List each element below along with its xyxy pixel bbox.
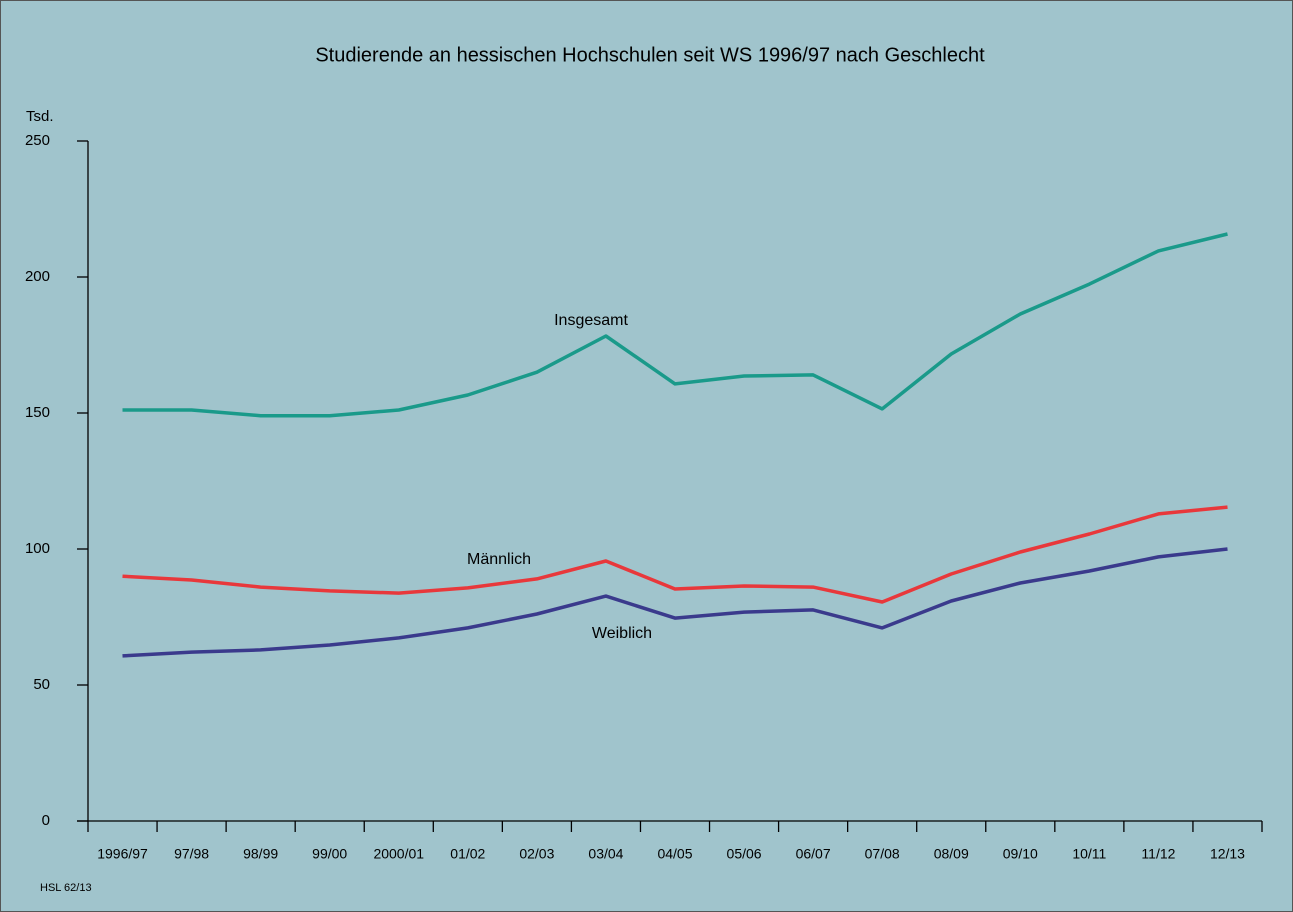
- x-tick-label: 98/99: [243, 846, 278, 862]
- y-tick-label: 0: [42, 812, 50, 829]
- x-tick-label: 10/11: [1072, 846, 1106, 862]
- y-tick-label: 250: [25, 132, 50, 149]
- y-tick-label: 200: [25, 268, 50, 285]
- x-tick-label: 01/02: [450, 846, 485, 862]
- series-line: [122, 232, 1228, 418]
- y-tick-label: 100: [25, 540, 50, 557]
- x-tick-label: 1996/97: [97, 846, 148, 862]
- series-label: Weiblich: [592, 625, 652, 642]
- x-tick-label: 05/06: [727, 846, 762, 862]
- chart-title: Studierende an hessischen Hochschulen se…: [315, 44, 985, 66]
- x-tick-label: 04/05: [657, 846, 692, 862]
- x-tick-label: 02/03: [519, 846, 554, 862]
- y-tick-label: 150: [25, 404, 50, 421]
- x-tick-label: 2000/01: [373, 846, 424, 862]
- series-line: [122, 547, 1228, 658]
- x-tick-label: 08/09: [934, 846, 969, 862]
- x-tick-label: 03/04: [588, 846, 623, 862]
- x-tick-label: 11/12: [1141, 846, 1175, 862]
- y-tick-label: 50: [33, 676, 50, 693]
- x-tick-label: 07/08: [865, 846, 900, 862]
- series-label: Insgesamt: [554, 312, 628, 329]
- x-tick-label: 99/00: [312, 846, 347, 862]
- x-tick-label: 06/07: [796, 846, 831, 862]
- y-axis-label: Tsd.: [26, 108, 54, 125]
- x-tick-label: 97/98: [174, 846, 209, 862]
- series-line: [122, 505, 1228, 604]
- x-tick-label: 12/13: [1210, 846, 1245, 862]
- series-label: Männlich: [467, 551, 531, 568]
- x-tick-label: 09/10: [1003, 846, 1038, 862]
- footnote: HSL 62/13: [40, 882, 92, 894]
